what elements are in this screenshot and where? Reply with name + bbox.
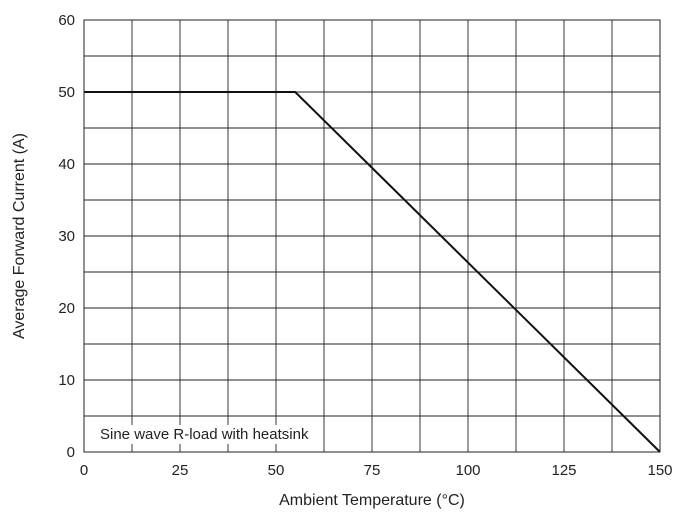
annotation-background xyxy=(96,425,313,444)
x-tick-label: 25 xyxy=(172,462,189,479)
tick-labels: 0 25 50 75 100 125 150 0 10 20 30 40 50 60 xyxy=(58,12,672,479)
y-tick-label: 10 xyxy=(58,372,75,389)
y-tick-label: 20 xyxy=(58,300,75,317)
x-axis-title: Ambient Temperature (°C) xyxy=(279,492,465,509)
y-tick-label: 40 xyxy=(58,156,75,173)
y-tick-label: 0 xyxy=(67,444,75,461)
x-tick-label: 50 xyxy=(268,462,285,479)
x-tick-label: 0 xyxy=(80,462,88,479)
x-tick-label: 100 xyxy=(455,462,480,479)
series-line xyxy=(84,91,661,453)
annotation-layer: Sine wave R-load with heatsink xyxy=(96,425,313,444)
annotation-label: Sine wave R-load with heatsink xyxy=(100,426,309,443)
plot-frame xyxy=(83,19,661,453)
x-tick-label: 125 xyxy=(551,462,576,479)
x-tick-label: 75 xyxy=(364,462,381,479)
y-tick-label: 60 xyxy=(58,12,75,29)
y-axis-title: Average Forward Current (A) xyxy=(11,133,28,339)
y-tick-label: 50 xyxy=(58,84,75,101)
series-layer xyxy=(84,91,661,453)
x-tick-label: 150 xyxy=(647,462,672,479)
y-tick-label: 30 xyxy=(58,228,75,245)
